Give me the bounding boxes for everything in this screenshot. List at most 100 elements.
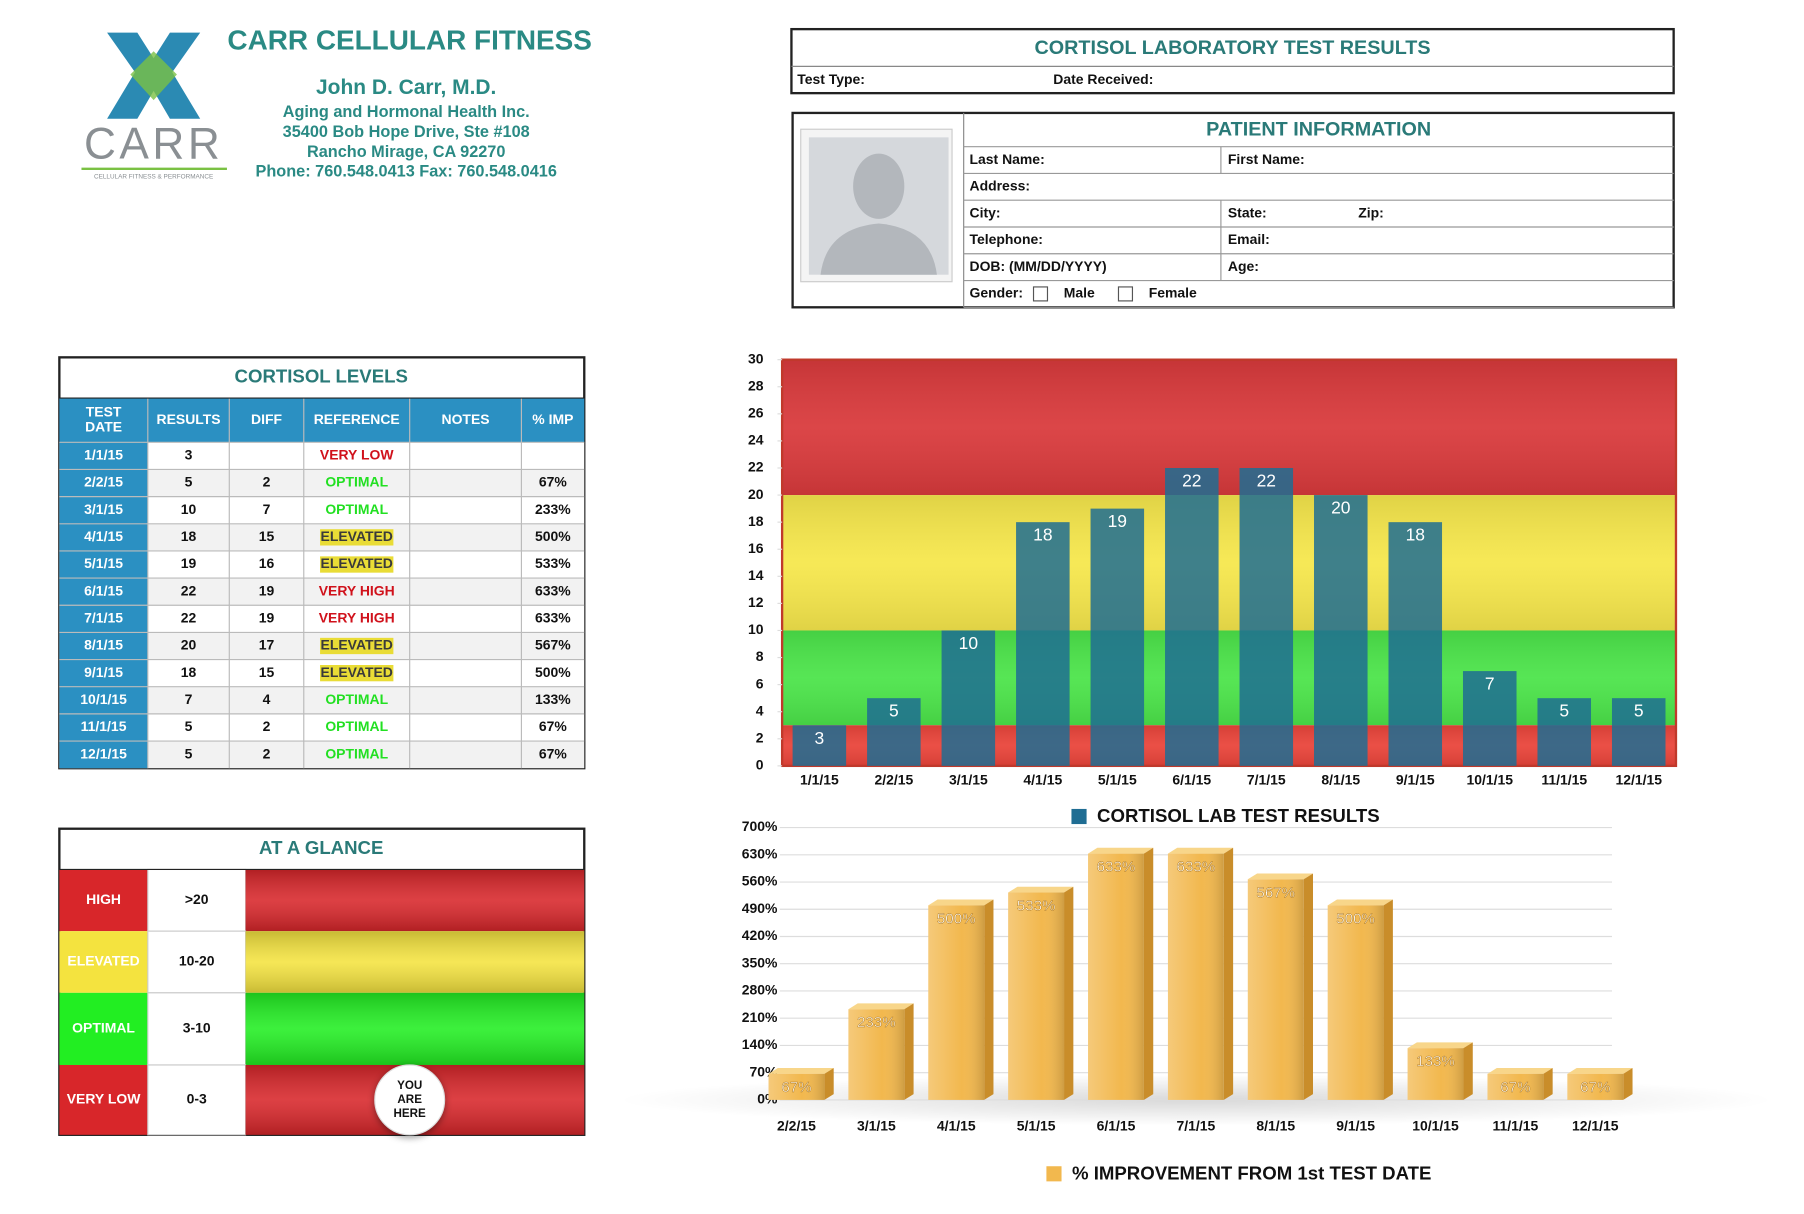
bar-top [848, 1003, 914, 1010]
bar-shade [928, 905, 985, 1100]
cell-date: 1/1/15 [84, 447, 123, 463]
column-header: TEST [86, 403, 122, 419]
cell-reference: OPTIMAL [325, 691, 388, 707]
cell-reference: ELEVATED [321, 528, 393, 544]
bar-side [984, 899, 994, 1100]
glance-label: OPTIMAL [72, 1020, 135, 1036]
cell-result: 19 [181, 555, 197, 571]
bar-top [1008, 886, 1074, 893]
y-tick-label: 560% [742, 873, 778, 889]
bar-shade [1088, 853, 1144, 1100]
bar-shade [848, 1009, 905, 1100]
bar [1462, 671, 1517, 766]
y-tick-label: 6 [756, 675, 764, 691]
field-label: Telephone: [970, 231, 1043, 247]
bar [1016, 522, 1070, 766]
column-header: RESULTS [157, 411, 221, 427]
chart: 0246810121416182022242628301/1/1532/2/15… [748, 350, 1678, 826]
bar-shade [1167, 853, 1224, 1100]
cell-date: 4/1/15 [84, 528, 123, 544]
date-cell [59, 605, 148, 633]
bar-side [1303, 873, 1314, 1100]
address: 35400 Bob Hope Drive, Ste #108 [283, 123, 530, 141]
date-cell [59, 442, 148, 470]
lab-title: CORTISOL LABORATORY TEST RESULTS [1035, 37, 1431, 59]
bar [1388, 522, 1443, 766]
x-tick-label: 12/1/15 [1615, 772, 1662, 788]
data-label: 20 [1331, 498, 1351, 518]
data-label: 22 [1257, 471, 1276, 491]
field-label: Email: [1228, 231, 1270, 247]
cell-diff: 15 [259, 664, 275, 680]
bar-side [1223, 847, 1234, 1100]
glance-range-cell [147, 992, 247, 1066]
cell-diff: 2 [263, 718, 271, 734]
data-label: 18 [1033, 525, 1052, 545]
photo-body [820, 223, 937, 275]
bar [1611, 698, 1666, 766]
x-tick-label: 1/1/15 [800, 772, 839, 788]
bar-shade [1327, 905, 1384, 1100]
cell-diff: 17 [259, 637, 275, 653]
cell-date: 9/1/15 [84, 664, 123, 680]
field-label: State: [1228, 204, 1267, 220]
y-tick-label: 4 [756, 702, 764, 718]
cell-reference: ELEVATED [321, 664, 393, 680]
x-tick-label: 9/1/15 [1336, 1117, 1375, 1133]
bar-shade [1247, 879, 1304, 1100]
y-tick-label: 700% [742, 818, 778, 834]
column-header: DATE [85, 418, 122, 434]
cell-result: 20 [181, 637, 197, 653]
y-tick-label: 16 [748, 540, 764, 556]
bar-side [824, 1068, 834, 1100]
chart: 0%70%140%210%280%350%420%490%560%630%700… [616, 818, 1775, 1183]
cell-date: 5/1/15 [84, 555, 123, 571]
bar [867, 698, 921, 766]
bar-top [1247, 873, 1314, 880]
cell-reference: OPTIMAL [325, 718, 388, 734]
cell-diff: 7 [263, 501, 271, 517]
legend-label: CORTISOL LAB TEST RESULTS [1097, 805, 1380, 826]
data-label: 533% [1017, 897, 1056, 914]
glance-label: ELEVATED [67, 953, 139, 969]
bar-shade [1567, 1073, 1624, 1100]
x-tick-label: 11/1/15 [1541, 772, 1587, 788]
x-tick-label: 4/1/15 [1023, 772, 1062, 788]
data-label: 67% [1500, 1079, 1530, 1096]
band-shade [782, 630, 1676, 726]
cell-reference: OPTIMAL [325, 501, 388, 517]
x-tick-label: 5/1/15 [1017, 1117, 1056, 1133]
field-label: First Name: [1228, 151, 1305, 167]
glance-range: 0-3 [187, 1091, 207, 1107]
band-shade [782, 359, 1676, 496]
cell-result: 5 [185, 718, 193, 734]
bar [1165, 467, 1219, 766]
x-tick-label: 4/1/15 [937, 1117, 976, 1133]
cell-result: 5 [185, 474, 193, 490]
cell-imp: 533% [535, 555, 571, 571]
data-label: 133% [1416, 1053, 1455, 1070]
lab-box [790, 27, 1675, 95]
data-label: 233% [857, 1014, 896, 1031]
cell-result: 5 [185, 745, 193, 761]
y-tick-label: 0 [756, 757, 764, 773]
glance-label-cell [59, 869, 148, 932]
cell-imp: 500% [535, 664, 571, 680]
cell-result: 7 [185, 691, 193, 707]
cell-result: 22 [181, 610, 197, 626]
date-cell [59, 469, 148, 497]
date-cell [59, 632, 148, 660]
field-label: Address: [970, 178, 1030, 194]
cell-result: 3 [185, 447, 193, 463]
data-label: 67% [1580, 1079, 1610, 1096]
cell-diff: 19 [259, 610, 275, 626]
date-cell [59, 741, 148, 769]
bar-top [1167, 847, 1234, 854]
bar-side [1143, 847, 1154, 1100]
bar-side [1623, 1068, 1633, 1100]
glance-label: VERY LOW [67, 1091, 141, 1107]
data-label: 19 [1108, 511, 1127, 531]
company-title: CARR CELLULAR FITNESS [227, 24, 592, 55]
gender-option: Female [1149, 285, 1197, 301]
